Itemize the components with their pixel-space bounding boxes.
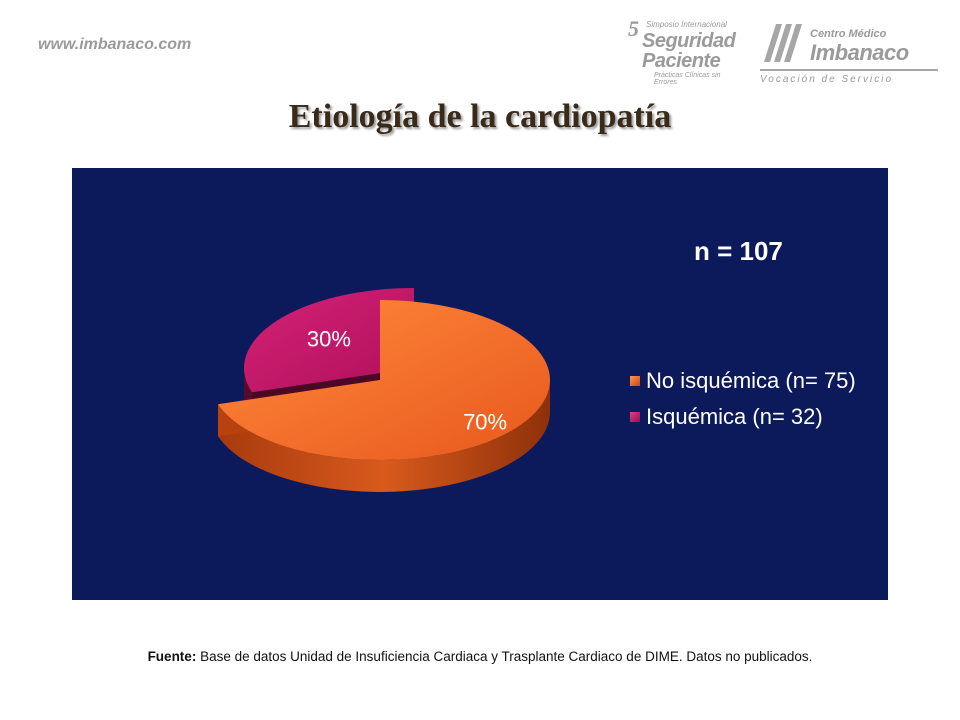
imbanaco-tagline: Vocación de Servicio [760,74,894,85]
sample-size-annotation: n = 107 [694,236,783,266]
source-text: Base de datos Unidad de Insuficiencia Ca… [196,649,813,664]
symposium-line3: Paciente [642,50,721,72]
pie-slice-top [243,288,414,393]
imbanaco-top-text: Centro Médico [810,28,887,40]
imbanaco-mark-icon [764,24,802,62]
symposium-line4: Prácticas Clínicas sin Errores [654,72,721,86]
pie-slice-top [218,300,550,460]
source-label: Fuente: [147,649,197,664]
pie-slice-side [218,380,550,492]
legend-swatch [630,376,640,386]
imbanaco-logo: Centro Médico Imbanaco Vocación de Servi… [760,18,940,90]
slice-percent-label: 30% [307,327,351,352]
symposium-line1: Simposio Internacional [646,20,727,29]
legend-entry: No isquémica (n= 75) [646,368,856,393]
symposium-line2: Seguridad [642,30,736,52]
legend-entry: Isquémica (n= 32) [646,404,823,429]
symposium-number: 5 [628,16,639,41]
source-note: Fuente: Base de datos Unidad de Insufici… [0,649,960,664]
imbanaco-divider [760,69,938,71]
imbanaco-name: Imbanaco [810,40,909,65]
legend: No isquémica (n= 75) Isquémica (n= 32) [630,368,856,429]
slice-percent-label: 70% [463,409,507,434]
site-url[interactable]: www.imbanaco.com [38,36,192,53]
pie-slice-0: 70% [218,300,550,492]
pie-chart: 30% 70% n = 107 No isquémica (n= 75) Isqué… [72,168,888,600]
legend-swatch [630,412,640,422]
symposium-logo: 5 Simposio Internacional Seguridad Pacie… [628,16,736,90]
slide-title: Etiología de la cardiopatía [288,98,672,135]
